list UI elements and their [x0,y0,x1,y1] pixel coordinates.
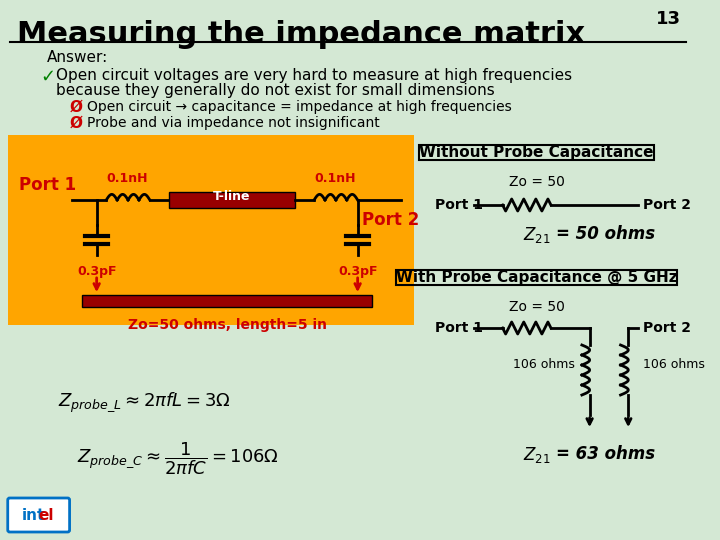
Text: = 63 ohms: = 63 ohms [556,445,655,463]
Text: $Z_{probe\_L} \approx 2\pi f L = 3\Omega$: $Z_{probe\_L} \approx 2\pi f L = 3\Omega… [58,390,230,414]
Text: Measuring the impedance matrix: Measuring the impedance matrix [17,20,585,49]
FancyBboxPatch shape [169,192,294,208]
Text: 0.1nH: 0.1nH [107,172,148,185]
Text: 0.3pF: 0.3pF [77,265,117,278]
FancyBboxPatch shape [8,135,414,325]
FancyBboxPatch shape [8,498,70,532]
Text: because they generally do not exist for small dimensions: because they generally do not exist for … [56,83,495,98]
Text: Port 2: Port 2 [643,198,690,212]
Text: Without Probe Capacitance: Without Probe Capacitance [419,145,654,160]
Text: Ø: Ø [70,100,83,115]
Text: Open circuit voltages are very hard to measure at high frequencies: Open circuit voltages are very hard to m… [56,68,572,83]
Text: $Z_{probe\_C} \approx \dfrac{1}{2\pi f C} = 106\Omega$: $Z_{probe\_C} \approx \dfrac{1}{2\pi f C… [77,440,279,477]
Text: Ø: Ø [70,116,83,131]
Text: int: int [22,509,45,523]
Text: 0.3pF: 0.3pF [338,265,377,278]
FancyBboxPatch shape [82,295,372,307]
Text: el: el [39,509,54,523]
Text: $Z_{21}$: $Z_{21}$ [523,225,550,245]
Text: $Z_{21}$: $Z_{21}$ [523,445,550,465]
Text: Probe and via impedance not insignificant: Probe and via impedance not insignifican… [87,116,379,130]
Text: ✓: ✓ [40,68,55,86]
Text: Port 1: Port 1 [435,321,483,335]
Text: Port 2: Port 2 [643,321,690,335]
Text: Zo=50 ohms, length=5 in: Zo=50 ohms, length=5 in [127,318,327,332]
Text: Open circuit → capacitance = impedance at high frequencies: Open circuit → capacitance = impedance a… [87,100,512,114]
Text: With Probe Capacitance @ 5 GHz: With Probe Capacitance @ 5 GHz [395,270,678,285]
Text: 13: 13 [657,10,681,28]
Text: 106 ohms: 106 ohms [513,359,575,372]
Text: Port 1: Port 1 [435,198,483,212]
Text: Port 1: Port 1 [19,176,76,194]
Text: Port 2: Port 2 [362,211,420,229]
Text: Zo = 50: Zo = 50 [508,175,564,189]
Text: Zo = 50: Zo = 50 [508,300,564,314]
Text: 0.1nH: 0.1nH [315,172,356,185]
Text: 106 ohms: 106 ohms [643,359,705,372]
Text: Answer:: Answer: [46,50,108,65]
Text: = 50 ohms: = 50 ohms [556,225,655,243]
Text: T-line: T-line [213,190,251,202]
